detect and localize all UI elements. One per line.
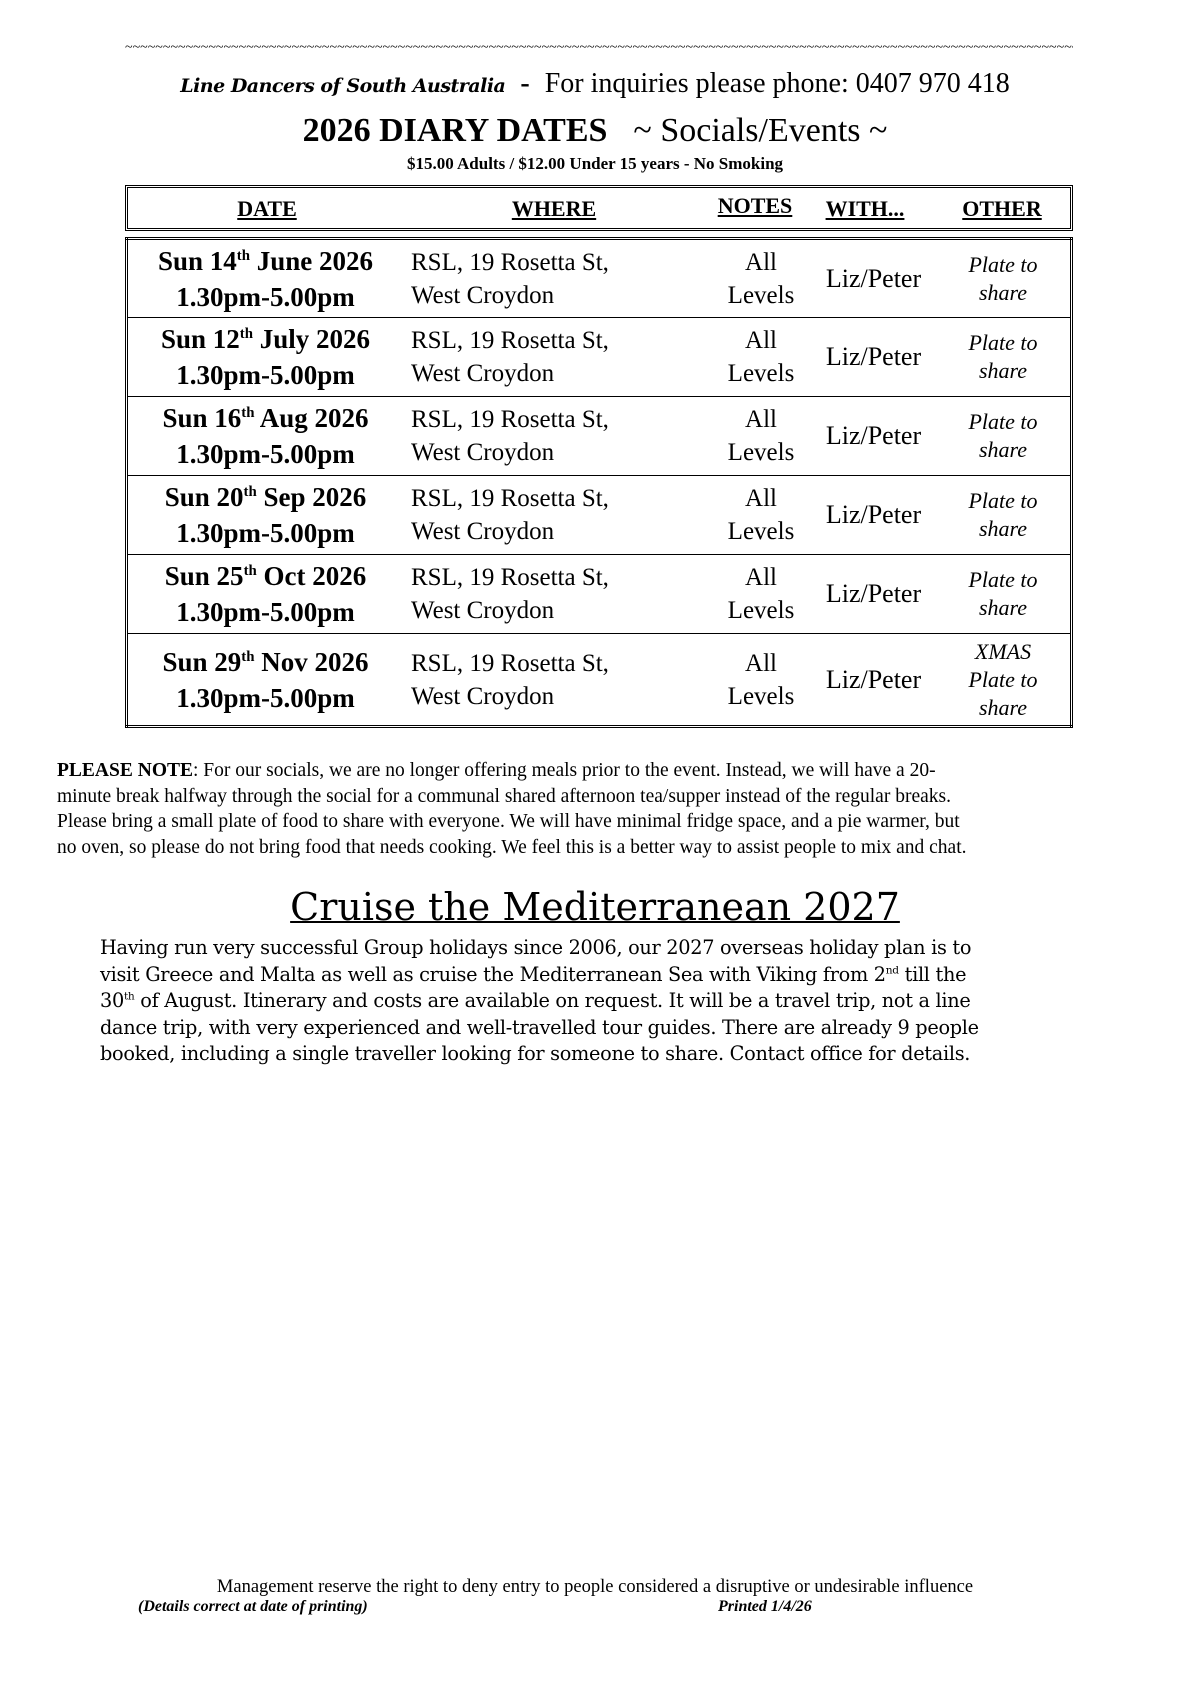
event-notes: All Levels xyxy=(711,633,811,727)
header-where: WHERE xyxy=(511,196,597,221)
table-row: Sun 14th June 2026 1.30pm-5.00pm RSL, 19 R… xyxy=(126,238,1072,318)
cruise-line: dance trip, with very experienced and we… xyxy=(100,1015,979,1039)
event-time: 1.30pm-5.00pm xyxy=(176,360,355,390)
event-where: RSL, 19 Rosetta St, West Croydon xyxy=(403,238,711,318)
title-main: 2026 DIARY DATES xyxy=(302,112,608,149)
event-where: RSL, 19 Rosetta St, West Croydon xyxy=(403,317,711,397)
title-sub: ~ Socials/Events ~ xyxy=(633,112,888,149)
event-date: Sun 14th June 2026 1.30pm-5.00pm xyxy=(126,238,403,318)
event-other: Plate to share xyxy=(936,317,1072,397)
header-separator: - xyxy=(520,68,530,99)
org-header: Line Dancers of South Australia - For in… xyxy=(0,68,1190,100)
event-other: XMAS Plate to share xyxy=(936,633,1072,727)
cruise-paragraph: Having run very successful Group holiday… xyxy=(100,935,979,1068)
table-header: DATE WHERE NOTES WITH... OTHER xyxy=(125,185,1073,231)
event-date: Sun 12th July 2026 1.30pm-5.00pm xyxy=(126,317,403,397)
event-time: 1.30pm-5.00pm xyxy=(176,439,355,469)
header-date: DATE xyxy=(237,196,297,221)
table-row: Sun 12th July 2026 1.30pm-5.00pm RSL, 19 R… xyxy=(126,317,1072,397)
event-with: Liz/Peter xyxy=(811,396,936,476)
event-notes: All Levels xyxy=(711,554,811,634)
cruise-line: visit Greece and Malta as well as cruise… xyxy=(100,962,967,986)
event-date: Sun 25th Oct 2026 1.30pm-5.00pm xyxy=(126,554,403,634)
table-row: Sun 20th Sep 2026 1.30pm-5.00pm RSL, 19 Ro… xyxy=(126,475,1072,555)
event-where: RSL, 19 Rosetta St, West Croydon xyxy=(403,554,711,634)
header-notes: NOTES xyxy=(717,193,793,218)
event-other: Plate to share xyxy=(936,238,1072,318)
dash-divider: ~~~~~~~~~~~~~~~~~~~~~~~~~~~~~~~~~~~~~~~~… xyxy=(125,40,1073,55)
event-other: Plate to share xyxy=(936,554,1072,634)
cruise-title-text: Cruise the Mediterranean 2027 xyxy=(290,885,900,929)
inquiries-phone: For inquiries please phone: 0407 970 418 xyxy=(544,68,1010,99)
event-where: RSL, 19 Rosetta St, West Croydon xyxy=(403,396,711,476)
cruise-line: 30th of August. Itinerary and costs are … xyxy=(100,989,971,1012)
header-other: OTHER xyxy=(962,196,1042,221)
event-notes: All Levels xyxy=(711,238,811,318)
event-other: Plate to share xyxy=(936,475,1072,555)
cruise-line: booked, including a single traveller loo… xyxy=(100,1042,971,1065)
note-label: PLEASE NOTE xyxy=(57,760,193,781)
footer-details: (Details correct at date of printing) xyxy=(138,1598,368,1615)
footer-disclaimer: Management reserve the right to deny ent… xyxy=(216,1577,974,1597)
event-date: Sun 16th Aug 2026 1.30pm-5.00pm xyxy=(126,396,403,476)
event-other: Plate to share xyxy=(936,396,1072,476)
event-notes: All Levels xyxy=(711,317,811,397)
event-with: Liz/Peter xyxy=(811,238,936,318)
event-date: Sun 29th Nov 2026 1.30pm-5.00pm xyxy=(126,633,403,727)
org-name: Line Dancers of South Australia xyxy=(180,75,506,97)
table-row: Sun 16th Aug 2026 1.30pm-5.00pm RSL, 19 Ro… xyxy=(126,396,1072,476)
event-time: 1.30pm-5.00pm xyxy=(176,682,355,713)
event-time: 1.30pm-5.00pm xyxy=(176,597,355,627)
table-row: Sun 25th Oct 2026 1.30pm-5.00pm RSL, 19 Ro… xyxy=(126,554,1072,634)
cruise-heading: Cruise the Mediterranean 2027 xyxy=(0,885,1190,929)
event-with: Liz/Peter xyxy=(811,475,936,555)
event-time: 1.30pm-5.00pm xyxy=(176,281,355,312)
note-line: Please bring a small plate of food to sh… xyxy=(57,811,960,832)
event-where: RSL, 19 Rosetta St, West Croydon xyxy=(403,633,711,727)
event-time: 1.30pm-5.00pm xyxy=(176,518,355,548)
note-line: no oven, so please do not bring food tha… xyxy=(57,836,967,858)
event-notes: All Levels xyxy=(711,396,811,476)
header-with: WITH... xyxy=(825,196,905,221)
event-notes: All Levels xyxy=(711,475,811,555)
price-line: $15.00 Adults / $12.00 Under 15 years - … xyxy=(406,154,784,173)
event-date: Sun 20th Sep 2026 1.30pm-5.00pm xyxy=(126,475,403,555)
please-note: PLEASE NOTE: For our socials, we are no … xyxy=(57,758,1107,860)
event-with: Liz/Peter xyxy=(811,554,936,634)
event-where: RSL, 19 Rosetta St, West Croydon xyxy=(403,475,711,555)
note-line: minute break halfway through the social … xyxy=(57,785,951,807)
events-table: Sun 14th June 2026 1.30pm-5.00pm RSL, 19 R… xyxy=(125,237,1073,728)
footer-printed: Printed 1/4/26 xyxy=(718,1598,812,1615)
note-line: : For our socials, we are no longer offe… xyxy=(193,760,936,781)
event-with: Liz/Peter xyxy=(811,317,936,397)
table-row: Sun 29th Nov 2026 1.30pm-5.00pm RSL, 19 Ro… xyxy=(126,633,1072,727)
cruise-line: Having run very successful Group holiday… xyxy=(100,936,972,959)
event-with: Liz/Peter xyxy=(811,633,936,727)
page-title: 2026 DIARY DATES ~ Socials/Events ~ xyxy=(0,112,1190,150)
